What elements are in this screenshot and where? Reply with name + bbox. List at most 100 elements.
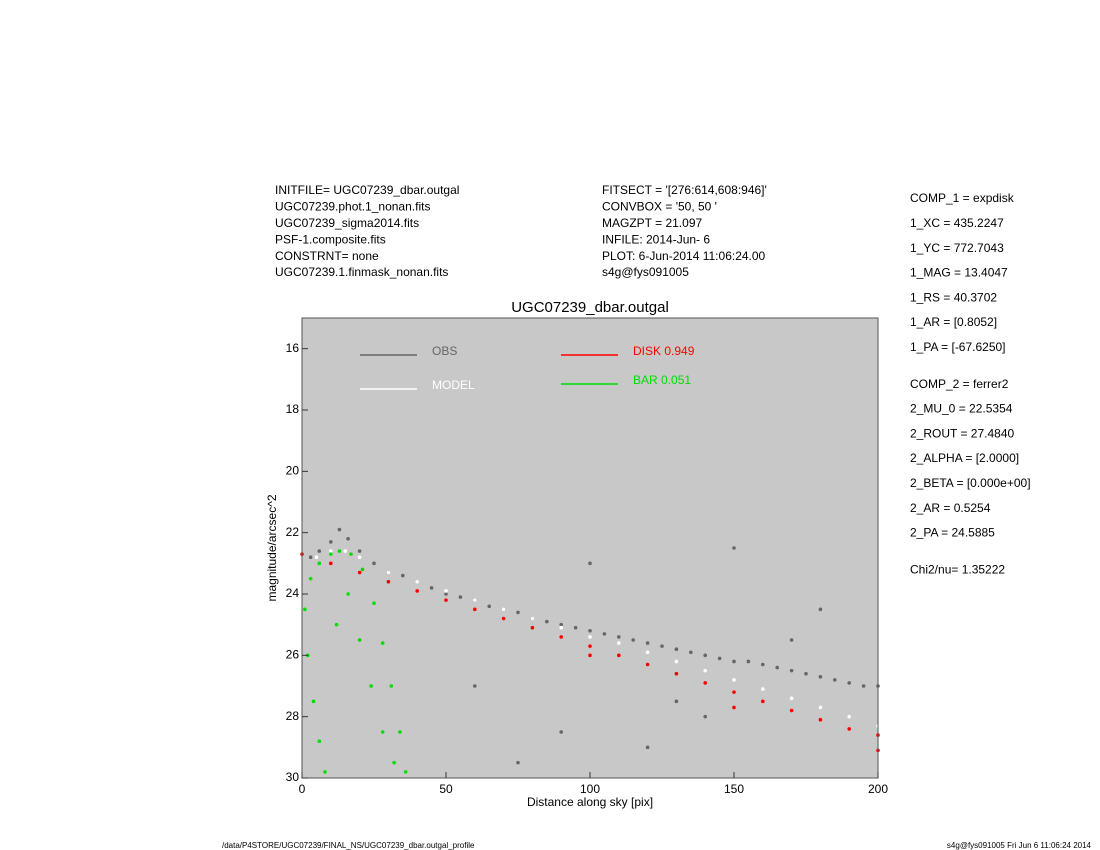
data-point [357, 570, 362, 575]
data-point [833, 678, 837, 682]
data-point [818, 675, 823, 679]
data-point [761, 687, 765, 691]
x-tick-label: 100 [580, 782, 600, 796]
data-point [329, 549, 333, 553]
data-point [645, 662, 650, 667]
parameter-line: 2_AR = 0.5254 [910, 501, 991, 515]
data-point [847, 727, 851, 731]
data-point [660, 644, 664, 648]
parameter-line: COMP_1 = expdisk [910, 191, 1015, 205]
data-point [386, 579, 391, 584]
data-point [645, 650, 650, 655]
x-tick-label: 0 [299, 782, 306, 796]
x-tick-label: 150 [724, 782, 744, 796]
data-point [689, 650, 693, 655]
footer-left: /data/P4STORE/UGC07239/FINAL_NS/UGC07239… [222, 841, 475, 850]
chart-title: UGC07239_dbar.outgal [511, 299, 669, 316]
data-point [703, 653, 707, 658]
data-point [761, 662, 765, 667]
data-point [501, 616, 506, 621]
data-point [337, 527, 342, 532]
data-point [415, 579, 420, 584]
data-point [311, 699, 316, 704]
parameter-line: Chi2/nu= 1.35222 [910, 562, 1005, 576]
data-point [703, 668, 707, 673]
header-line: INFILE: 2014-Jun- 6 [602, 232, 710, 246]
data-point [617, 641, 621, 645]
legend-label: DISK 0.949 [633, 344, 695, 358]
data-point [530, 616, 535, 621]
data-point [392, 760, 396, 765]
legend-label: MODEL [432, 378, 475, 392]
data-point [444, 592, 448, 596]
x-tick-label: 50 [439, 782, 453, 796]
data-point [314, 555, 319, 559]
data-point [545, 619, 549, 624]
data-point [501, 607, 506, 612]
data-point [732, 546, 736, 550]
data-point [588, 629, 592, 633]
parameter-line: 2_BETA = [0.000e+00] [910, 476, 1031, 490]
header-line: PLOT: 6-Jun-2014 11:06:24.00 [602, 249, 766, 263]
data-point [317, 739, 322, 743]
data-point [303, 607, 307, 612]
data-point [847, 714, 851, 719]
footer-right: s4g@fys091005 Fri Jun 6 11:06:24 2014 [947, 841, 1092, 850]
data-point [588, 653, 592, 658]
data-point [473, 684, 477, 688]
data-point [732, 705, 736, 710]
data-point [516, 760, 520, 765]
y-axis-label: magnitude/arcsec^2 [265, 494, 279, 601]
data-point [617, 635, 621, 639]
data-point [380, 730, 385, 734]
data-point [398, 730, 402, 734]
data-point [588, 561, 592, 566]
parameter-line: 1_YC = 772.7043 [910, 241, 1004, 255]
data-point [732, 690, 736, 694]
parameter-line: 1_XC = 435.2247 [910, 216, 1004, 230]
data-point [674, 671, 679, 676]
data-point [573, 625, 578, 630]
data-point [415, 589, 420, 593]
header-line: s4g@fys091005 [602, 265, 689, 279]
data-point [473, 598, 477, 602]
data-point [401, 573, 405, 578]
data-point [329, 561, 333, 566]
data-point [380, 641, 385, 645]
parameter-line: 2_ROUT = 27.4840 [910, 426, 1015, 440]
header-line: INITFILE= UGC07239_dbar.outgal [275, 183, 459, 197]
data-point [372, 601, 376, 605]
data-point [357, 549, 362, 553]
data-point [389, 684, 394, 688]
data-point [337, 549, 342, 553]
y-tick-label: 18 [286, 402, 300, 416]
y-tick-label: 28 [286, 709, 300, 723]
data-point [473, 607, 477, 612]
data-point [559, 622, 563, 627]
data-point [818, 607, 823, 612]
data-point [357, 555, 362, 559]
data-point [559, 625, 563, 630]
parameter-line: 1_AR = [0.8052] [910, 315, 997, 329]
y-tick-label: 30 [286, 770, 300, 784]
data-point [334, 622, 339, 627]
data-point [746, 659, 751, 664]
data-point [789, 638, 794, 642]
y-tick-label: 20 [286, 464, 300, 478]
data-point [789, 696, 794, 701]
parameter-line: COMP_2 = ferrer2 [910, 377, 1009, 391]
data-point [530, 625, 535, 630]
parameter-line: 2_ALPHA = [2.0000] [910, 451, 1019, 465]
data-point [559, 730, 563, 734]
data-point [386, 570, 391, 575]
data-point [631, 638, 635, 642]
header-line: CONSTRNT= none [275, 249, 379, 263]
header-line: UGC07239_sigma2014.fits [275, 216, 419, 230]
data-point [458, 595, 463, 599]
parameter-line: 1_RS = 40.3702 [910, 290, 997, 304]
data-point [357, 638, 362, 642]
parameter-line: 2_MU_0 = 22.5354 [910, 402, 1013, 416]
data-point [516, 610, 520, 615]
data-point [645, 745, 650, 750]
data-point [308, 555, 313, 559]
